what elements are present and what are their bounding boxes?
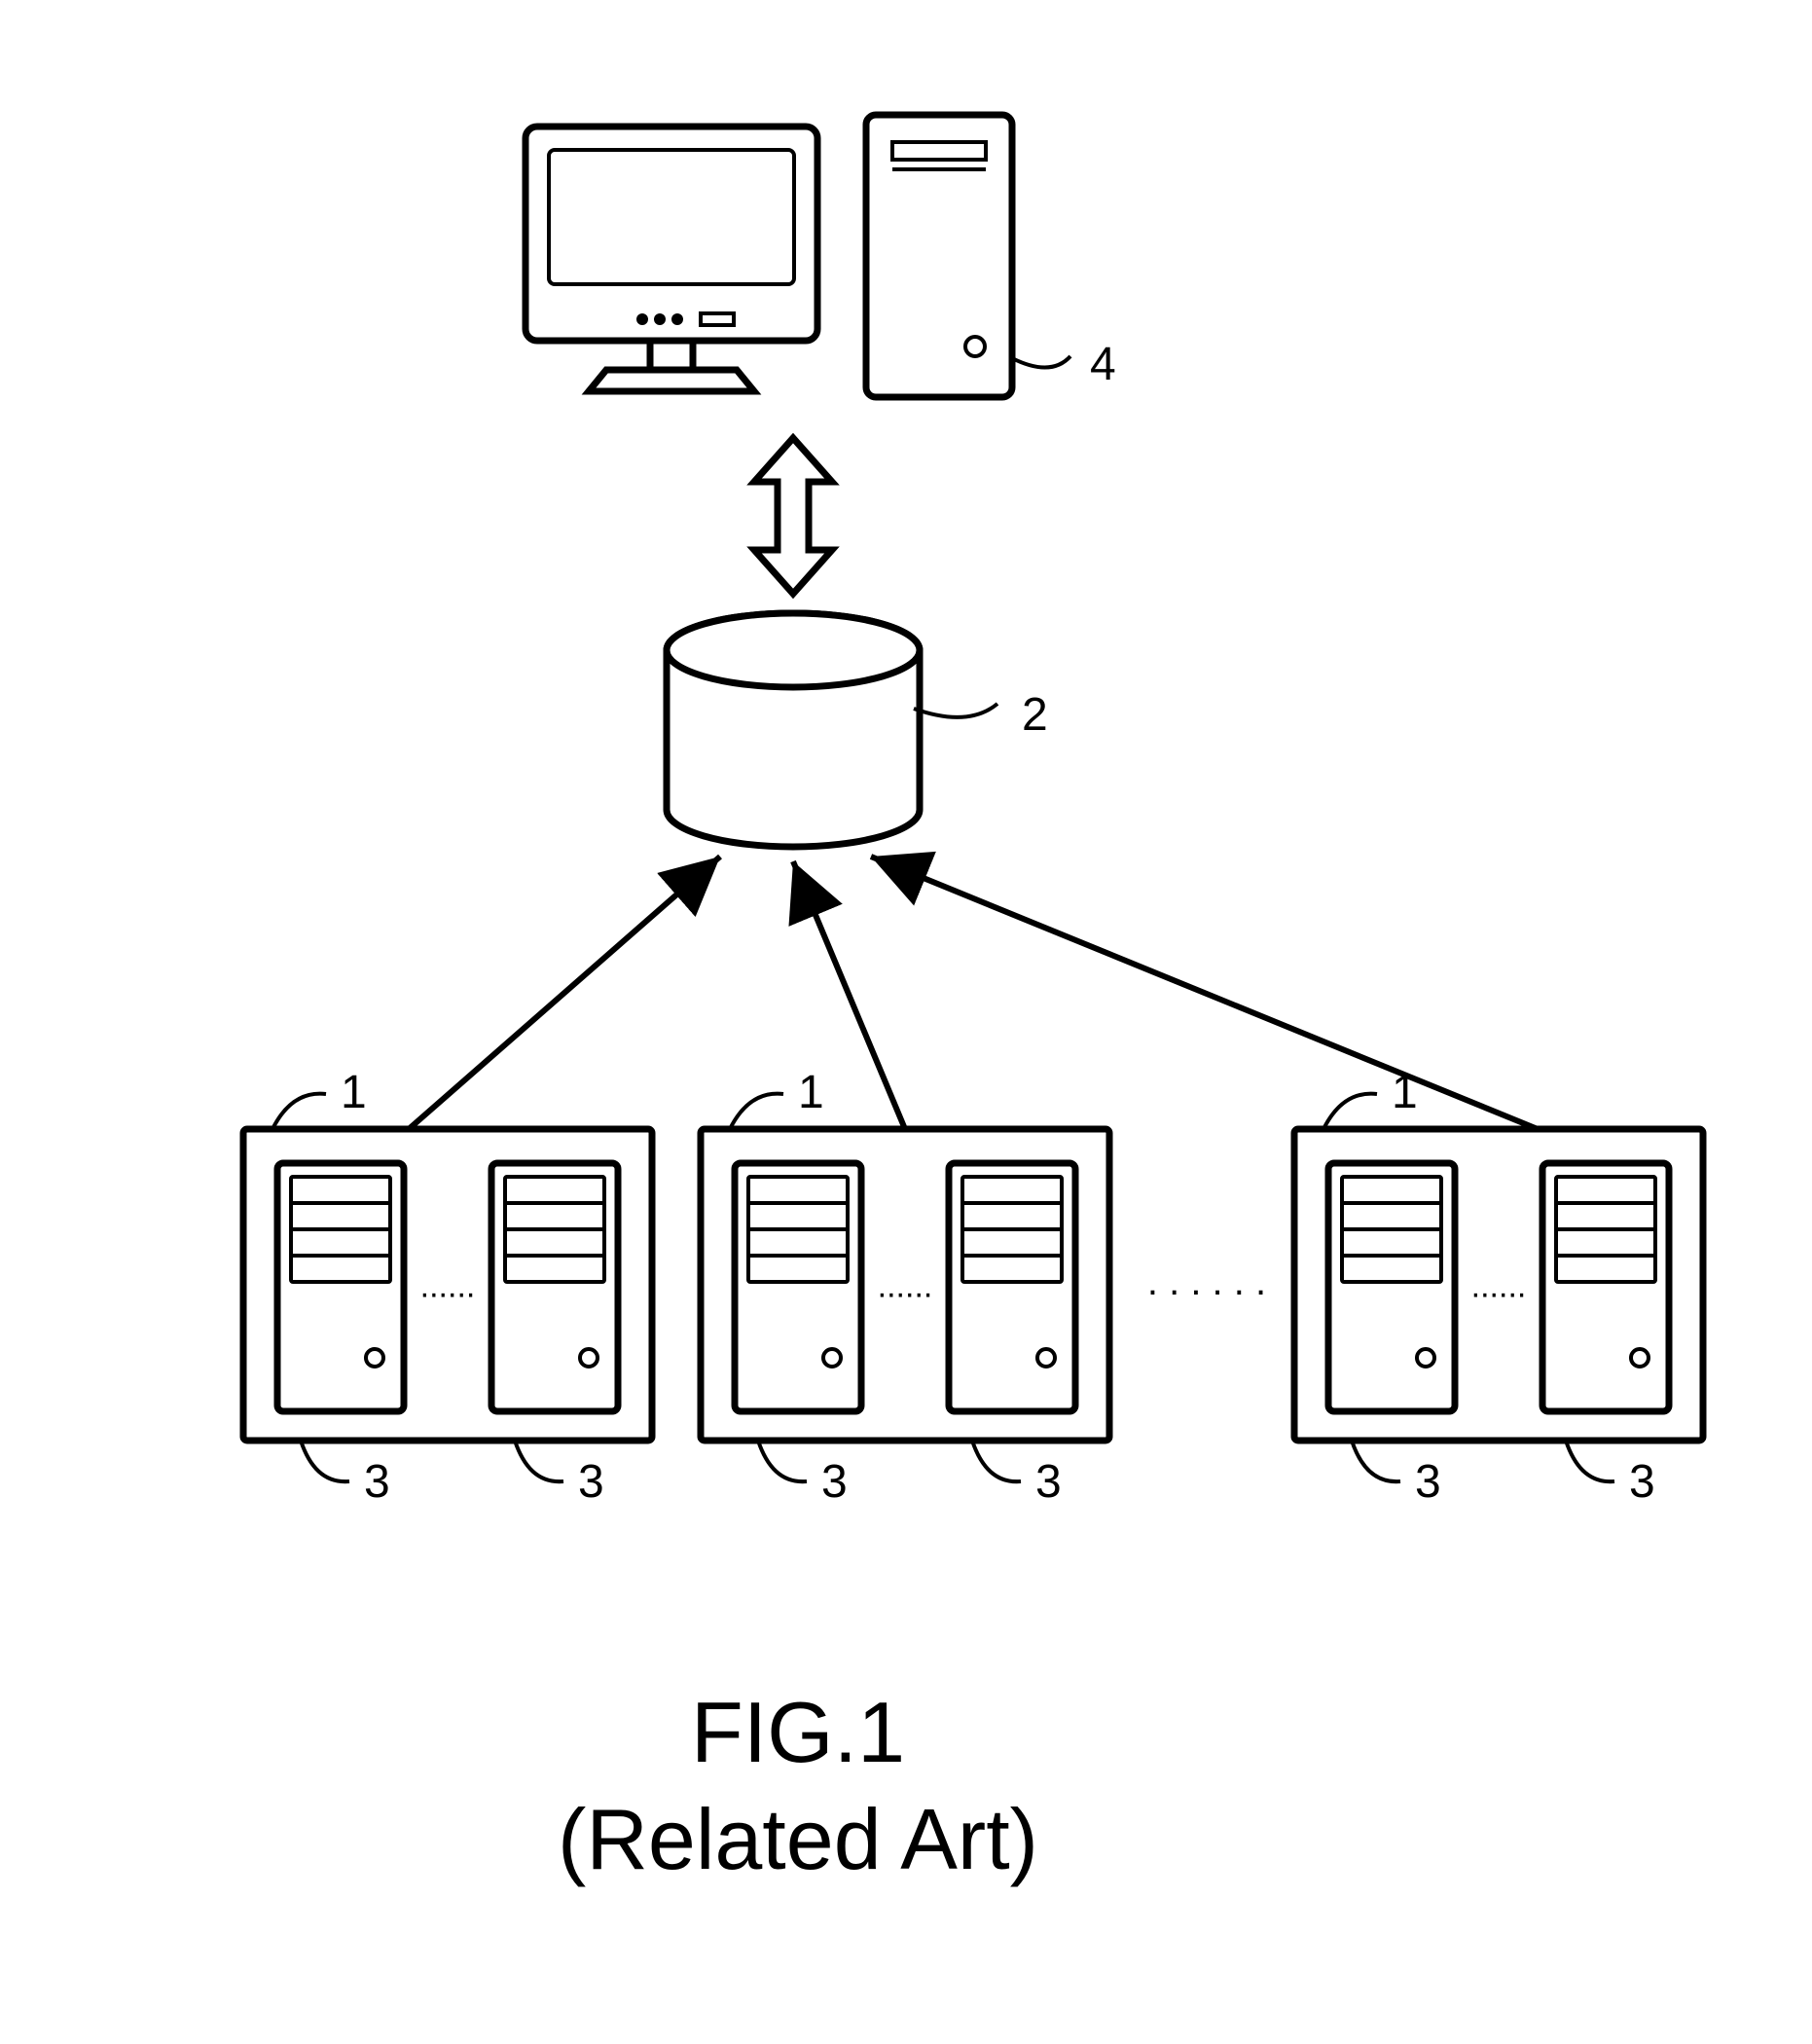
diagram-canvas: 421......331......331......33. . . . . .… — [0, 0, 1812, 2044]
monitor-icon — [525, 127, 817, 391]
label-3: 3 — [364, 1456, 390, 1508]
cluster-box: 1......33 — [1294, 1067, 1703, 1508]
label-1: 1 — [798, 1067, 824, 1118]
cluster-box: 1...... 3 3 — [243, 1067, 652, 1508]
label-2: 2 — [1022, 689, 1048, 741]
label-1: 1 — [341, 1067, 367, 1118]
server-icon — [491, 1163, 618, 1411]
cluster-box: 1...... 3 3 — [701, 1067, 1109, 1508]
server-icon — [277, 1163, 404, 1411]
label-3: 3 — [821, 1456, 848, 1508]
bidirectional-arrow-icon — [754, 438, 832, 594]
ellipsis: ...... — [878, 1268, 933, 1305]
server-icon — [735, 1163, 861, 1411]
tower-icon — [866, 115, 1070, 397]
label-3: 3 — [1629, 1456, 1655, 1508]
arrow-to-db — [871, 857, 1538, 1129]
database-icon — [667, 613, 997, 847]
figure-caption-line2: (Related Art) — [558, 1791, 1038, 1887]
arrow-to-db — [409, 857, 720, 1129]
ellipsis: ...... — [420, 1268, 476, 1305]
ellipsis: . . . . . . — [1147, 1260, 1266, 1303]
server-icon — [1328, 1163, 1455, 1411]
label-3: 3 — [1035, 1456, 1062, 1508]
figure-caption-line1: FIG.1 — [691, 1684, 905, 1780]
label-3: 3 — [1415, 1456, 1441, 1508]
server-icon — [949, 1163, 1075, 1411]
server-icon — [1542, 1163, 1669, 1411]
label-3: 3 — [578, 1456, 604, 1508]
ellipsis: ...... — [1471, 1268, 1527, 1305]
label-4: 4 — [1090, 339, 1116, 390]
